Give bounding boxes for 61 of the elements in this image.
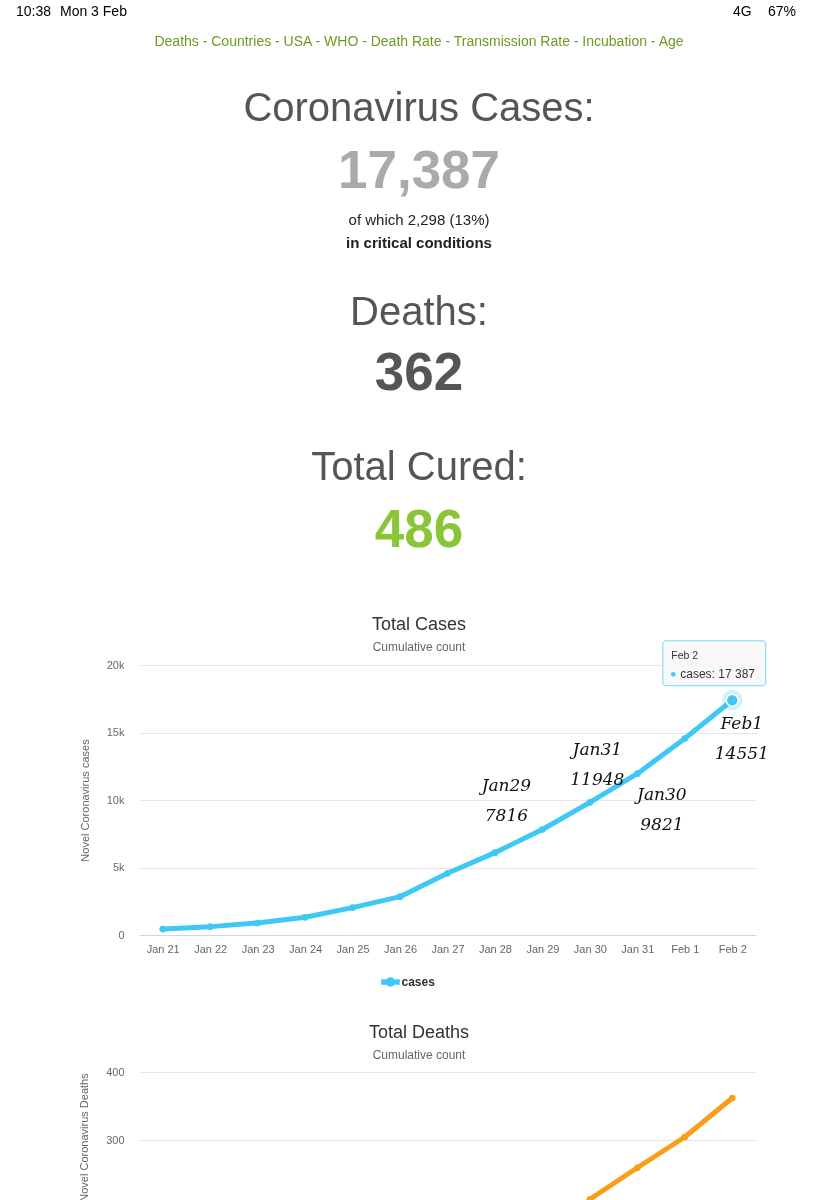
legend-label: cases: [401, 975, 436, 989]
annotation: cases: 17 387: [680, 667, 756, 682]
annotation: Jan31 11948: [569, 738, 625, 789]
text: Deaths:: [350, 289, 488, 333]
point: [633, 1164, 641, 1172]
point: [633, 770, 641, 778]
text: Feb 2: [671, 649, 699, 662]
y-tick-label: 0: [118, 928, 125, 941]
x-tick-label: Jan 23: [241, 942, 275, 955]
text: Mon 3 Feb: [60, 3, 128, 19]
x-tick-label: Jan 29: [526, 942, 560, 955]
chart-subtitle: Cumulative count: [372, 1048, 467, 1062]
y-tick-label: 5k: [112, 861, 125, 873]
text: 17,387: [337, 140, 501, 199]
point: [444, 869, 451, 877]
x-tick-label: Feb 2: [718, 942, 747, 955]
chart-title: Total Cases: [371, 614, 467, 635]
point: [728, 1094, 736, 1102]
text: of which 2,298 (13%): [348, 211, 490, 228]
text: 67%: [768, 3, 797, 19]
y-tick-label: 300: [106, 1133, 125, 1146]
y-axis-title: Novel Coronavirus Deaths: [78, 1072, 91, 1200]
y-axis-title: Novel Coronavirus cases: [78, 738, 91, 862]
x-tick-label: Jan 25: [336, 942, 370, 955]
annotation: Jan29 7816: [478, 775, 532, 826]
text: Deaths - Countries - USA - WHO - Death Rate - Transmission Rate - Incubation - Age: [154, 33, 684, 49]
text: 4G: [733, 3, 752, 19]
x-tick-label: Jan 26: [384, 942, 418, 955]
point: [206, 923, 214, 930]
text: Coronavirus Cases:: [243, 85, 595, 129]
annotation: Feb1 14551: [714, 712, 769, 763]
annotation: Jan30 9821: [634, 784, 687, 835]
point: [349, 904, 356, 911]
x-tick-label: Jan 27: [431, 942, 465, 955]
text: in critical conditions: [346, 234, 492, 251]
point: [681, 735, 689, 742]
x-tick-label: Jan 30: [573, 942, 607, 955]
point: [681, 1133, 689, 1141]
text: 10:38: [16, 3, 52, 19]
point: [159, 925, 167, 933]
point: [396, 893, 404, 901]
x-tick-label: Jan 22: [194, 942, 228, 955]
point: [254, 919, 262, 927]
y-tick-label: 10k: [106, 793, 125, 806]
point: [539, 826, 546, 833]
point: [301, 913, 309, 921]
text: 362: [374, 342, 464, 401]
y-tick-label: 15k: [106, 726, 125, 738]
x-tick-label: Jan 28: [478, 942, 512, 955]
chart-title: Total Deaths: [368, 1022, 470, 1042]
y-tick-label: 400: [106, 1065, 125, 1078]
x-tick-label: Feb 1: [671, 942, 700, 955]
x-tick-label: Jan 31: [621, 942, 655, 955]
point: [491, 849, 499, 856]
y-tick-label: 20k: [106, 658, 125, 671]
x-tick-label: Jan 21: [146, 942, 180, 955]
x-tick-label: Jan 24: [289, 942, 323, 955]
point: [586, 799, 594, 806]
text: 486: [374, 499, 464, 558]
text: Total Cured:: [311, 444, 527, 488]
chart-subtitle: Cumulative count: [372, 640, 467, 655]
